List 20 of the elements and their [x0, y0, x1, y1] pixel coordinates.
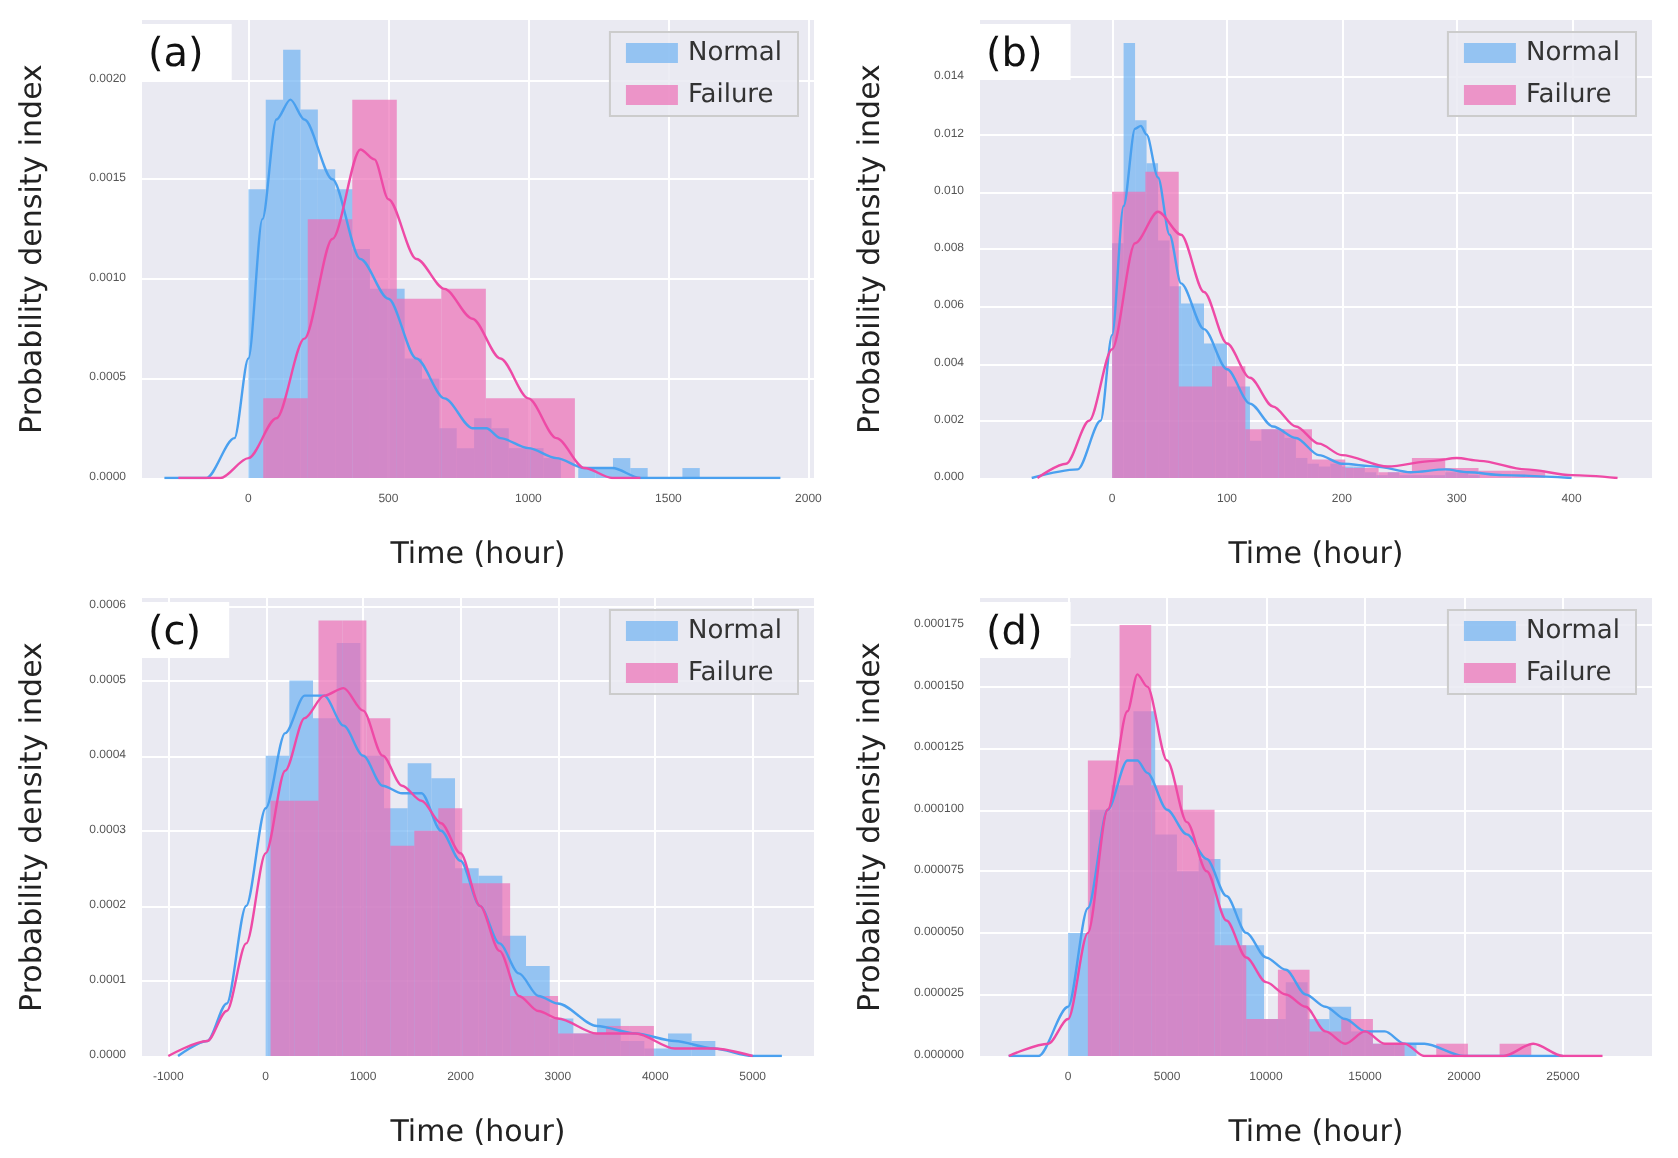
chart-title: (b) [986, 28, 1043, 76]
x-axis-title: Time (hour) [388, 1113, 566, 1149]
legend-label: Normal [1525, 38, 1621, 68]
legend-label: Normal [1525, 616, 1621, 646]
y-axis-title: Probability density index [851, 641, 887, 1012]
chart-title: (d) [986, 606, 1043, 654]
x-axis-title: Time (hour) [388, 535, 566, 571]
x-axis-title: Time (hour) [1226, 1113, 1404, 1149]
y-axis-title: Probability density index [13, 63, 49, 434]
chart-title: (a) [148, 28, 204, 76]
legend-label: Normal [687, 38, 783, 68]
legend-label: Failure [1525, 658, 1612, 688]
legend-label: Failure [687, 80, 774, 110]
y-axis-title: Probability density index [851, 63, 887, 434]
legend-label: Failure [1525, 80, 1612, 110]
x-axis-title: Time (hour) [1226, 535, 1404, 571]
y-axis-title: Probability density index [13, 641, 49, 1012]
legend-label: Normal [687, 616, 783, 646]
legend-label: Failure [687, 658, 774, 688]
chart-title: (c) [148, 606, 202, 654]
